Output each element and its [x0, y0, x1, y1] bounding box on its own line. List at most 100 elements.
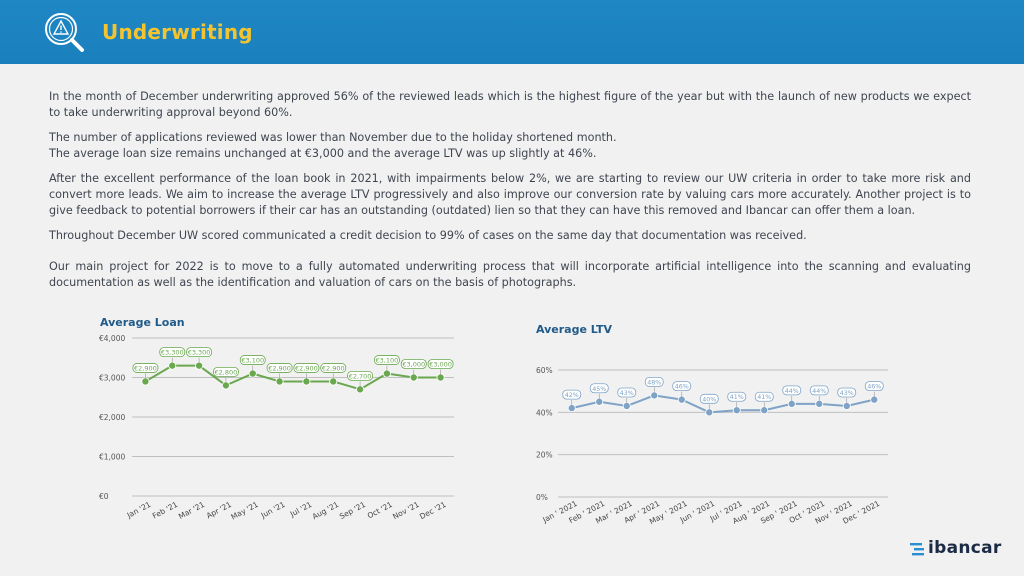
paragraph-applications-line1: The number of applications reviewed was …: [49, 131, 617, 144]
loan-label-box: [213, 367, 239, 377]
loan-data-label: €2,800: [215, 368, 238, 376]
ltv-data-label: 45%: [592, 386, 606, 393]
loan-point: [302, 377, 311, 386]
loan-xtick-label: Sep '21: [338, 500, 367, 521]
ltv-data-label: 42%: [565, 392, 579, 399]
loan-data-label: €3,000: [429, 361, 452, 369]
loan-point: [356, 385, 365, 394]
ltv-data-label: 41%: [757, 394, 771, 401]
loan-xtick-label: Oct '21: [366, 500, 394, 521]
ltv-data-label: 44%: [812, 388, 826, 395]
loan-xtick-label: Feb '21: [151, 500, 180, 521]
ltv-ytick-label: 40%: [536, 408, 553, 417]
loan-point: [221, 381, 230, 390]
loan-label-box: [266, 363, 293, 373]
ltv-point: [870, 395, 879, 404]
ltv-label-box: [589, 383, 609, 394]
loan-label-box: [400, 359, 427, 369]
loan-ytick-label: €4,000: [99, 334, 125, 343]
loan-point: [141, 377, 150, 386]
loan-ytick-label: €0: [99, 492, 109, 501]
ltv-label-box: [672, 381, 692, 392]
ltv-ytick-label: 0%: [536, 493, 548, 502]
loan-label-box: [186, 347, 212, 358]
ltv-point: [760, 406, 769, 415]
loan-point: [248, 369, 257, 378]
average-loan-svg: Average Loan €0 €1,000 €2,000 €3,000 €4,000 €2…: [99, 316, 454, 522]
ltv-point: [842, 401, 851, 410]
ltv-label-box: [864, 381, 884, 392]
ltv-data-label: 44%: [785, 388, 799, 395]
loan-label-box: [159, 347, 186, 358]
ltv-label-box: [837, 387, 857, 398]
ibancar-logo: ibancar: [910, 538, 1002, 562]
ltv-label-box: [617, 387, 637, 398]
loan-label-box: [293, 363, 320, 373]
loan-data-label: €2,900: [134, 364, 157, 372]
search-warning-icon: [45, 13, 84, 52]
loan-label-box: [347, 370, 373, 381]
average-ltv-chart: Average LTV 0% 20% 40% 60% 42% 45% 43% 48% 46% 40%…: [528, 315, 898, 540]
loan-xtick-label: Jun '21: [259, 500, 287, 521]
ltv-label-box: [727, 391, 747, 402]
loan-point: [329, 377, 338, 386]
paragraph-approval: In the month of December underwriting ap…: [49, 90, 971, 119]
ltv-data-label: 46%: [867, 384, 881, 391]
ltv-point: [705, 408, 714, 417]
loan-point: [275, 377, 284, 386]
loan-label-box: [427, 359, 454, 369]
ltv-point: [622, 401, 631, 410]
ltv-ytick-label: 20%: [536, 451, 553, 460]
ltv-title: Average LTV: [536, 323, 612, 336]
loan-data-label: €2,900: [268, 364, 291, 372]
ltv-point: [787, 399, 796, 408]
ltv-label-box: [782, 385, 802, 396]
ltv-point: [567, 404, 576, 413]
loan-data-label: €3,300: [188, 349, 211, 357]
loan-label-box: [320, 363, 347, 373]
loan-ytick-label: €1,000: [99, 453, 125, 462]
loan-label-box: [239, 355, 266, 365]
header-bar: Underwriting: [0, 0, 1024, 64]
ltv-point: [677, 395, 686, 404]
ltv-label-box: [754, 391, 774, 402]
average-loan-chart: Average Loan €0 €1,000 €2,000 €3,000 €4,000 €2…: [92, 310, 472, 540]
ltv-label-box: [809, 385, 829, 396]
loan-xtick-label: Jan '21: [125, 500, 153, 521]
average-ltv-svg: Average LTV 0% 20% 40% 60% 42% 45% 43% 48% 46% 40%…: [536, 323, 888, 526]
loan-data-label: €2,700: [349, 372, 372, 380]
brand-lines-icon: [910, 543, 924, 556]
paragraph-applications-line2: The average loan size remains unchanged …: [49, 147, 597, 160]
loan-title: Average Loan: [100, 316, 185, 329]
ltv-series-line: [571, 394, 875, 414]
loan-data-label: €3,100: [241, 357, 264, 365]
loan-point: [409, 373, 418, 382]
loan-point: [195, 361, 204, 370]
ltv-label-box: [562, 389, 582, 400]
paragraph-applications: The number of applications reviewed was …: [49, 130, 971, 162]
loan-xtick-label: May '21: [229, 500, 259, 522]
report-text: In the month of December underwriting ap…: [49, 89, 971, 300]
brand-name: ibancar: [928, 538, 1002, 558]
ltv-data-label: 41%: [730, 394, 744, 401]
loan-data-label: €3,100: [376, 357, 399, 365]
loan-data-label: €2,900: [322, 364, 345, 372]
loan-xtick-label: Nov '21: [391, 500, 421, 521]
ltv-data-label: 43%: [840, 390, 854, 397]
loan-xtick-label: Apr '21: [205, 500, 233, 521]
loan-label-box: [374, 355, 400, 365]
ltv-data-label: 40%: [702, 396, 716, 403]
ltv-label-box: [699, 393, 719, 404]
ltv-point: [815, 399, 824, 408]
paragraph-loan-book: After the excellent performance of the l…: [49, 172, 971, 217]
loan-label-box: [132, 363, 159, 373]
loan-xtick-label: Dec '21: [418, 500, 448, 521]
ltv-label-box: [644, 377, 664, 387]
loan-series-line: [144, 364, 441, 391]
paragraph-decisions: Throughout December UW scored communicat…: [49, 229, 807, 242]
ltv-data-label: 46%: [675, 384, 689, 391]
loan-xtick-label: Mar '21: [177, 500, 206, 521]
loan-point: [168, 361, 177, 370]
loan-xtick-label: Jul '21: [288, 500, 314, 519]
loan-ytick-label: €2,000: [99, 413, 125, 422]
